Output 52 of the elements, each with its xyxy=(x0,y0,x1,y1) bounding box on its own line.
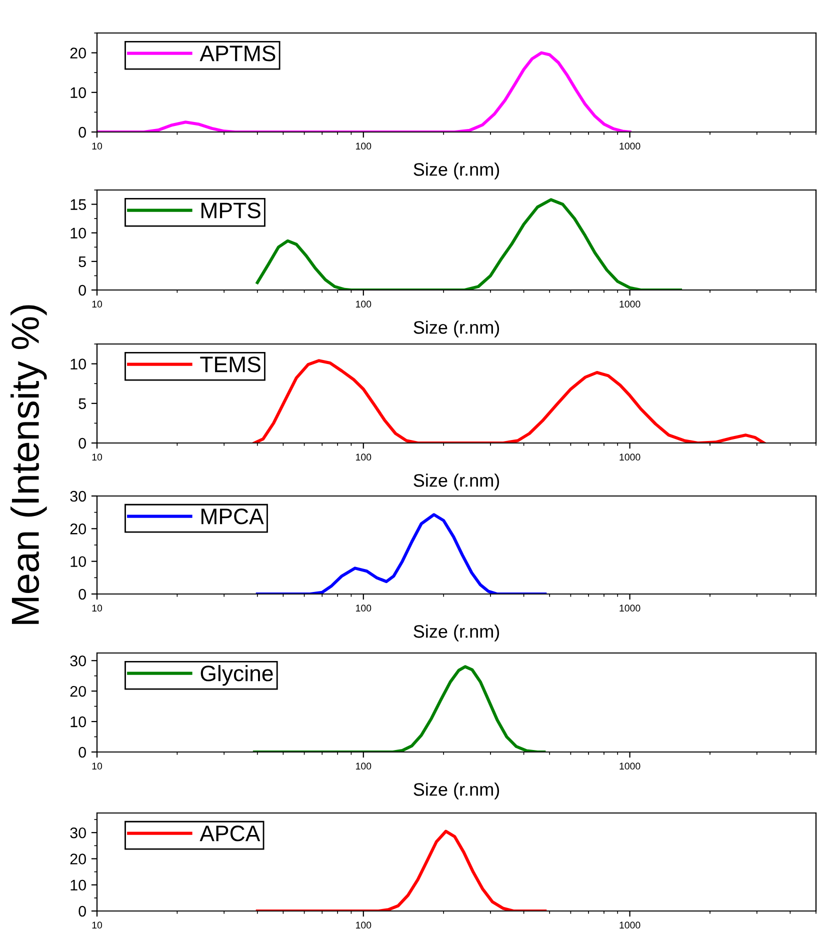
y-tick-label: 5 xyxy=(78,256,86,268)
legend-label: APTMS xyxy=(200,46,276,62)
x-tick-label: 10 xyxy=(92,454,102,461)
x-axis-title: Size (r.nm) xyxy=(414,474,500,490)
x-axis-title: Size (r.nm) xyxy=(414,162,500,180)
y-tick-label: 0 xyxy=(78,438,86,449)
y-tick-label: 0 xyxy=(78,588,86,600)
y-tick-label: 30 xyxy=(70,490,86,502)
y-tick-label: 0 xyxy=(78,126,86,138)
y-tick-label: 10 xyxy=(70,228,86,239)
y-tick-label: 20 xyxy=(70,48,86,58)
legend-label: TEMS xyxy=(200,356,260,372)
x-tick-label: 1000 xyxy=(620,454,640,461)
x-tick-label: 10 xyxy=(92,142,102,150)
x-tick-label: 1000 xyxy=(620,300,640,308)
x-tick-label: 100 xyxy=(356,300,372,308)
x-axis-title: Size (r.nm) xyxy=(414,624,500,642)
x-tick-label: 1000 xyxy=(620,762,640,770)
y-tick-label: 10 xyxy=(70,358,86,370)
y-tick-label: 20 xyxy=(70,854,86,864)
x-axis-title: Size (r.nm) xyxy=(414,320,500,338)
x-tick-label: 100 xyxy=(356,604,372,612)
y-tick-label: 5 xyxy=(78,398,86,410)
x-tick-label: 100 xyxy=(356,142,372,150)
y-tick-label: 10 xyxy=(70,716,86,728)
y-tick-label: 10 xyxy=(70,556,86,568)
x-tick-label: 1000 xyxy=(620,922,640,929)
y-axis-title: Mean (Intensity %) xyxy=(10,305,47,624)
x-tick-label: 100 xyxy=(356,454,372,461)
x-tick-label: 10 xyxy=(92,922,102,929)
x-tick-label: 1000 xyxy=(620,142,640,150)
x-tick-label: 10 xyxy=(92,604,102,612)
y-tick-label: 0 xyxy=(78,746,86,758)
y-tick-label: 10 xyxy=(70,880,86,891)
legend-label: MPCA xyxy=(202,508,264,524)
legend-label: Glycine xyxy=(200,664,273,686)
y-tick-label: 20 xyxy=(70,524,86,534)
x-axis-title: Size (r.nm) xyxy=(414,782,500,800)
x-tick-label: 1000 xyxy=(620,604,640,612)
x-tick-label: 10 xyxy=(92,300,102,308)
y-tick-label: 20 xyxy=(70,686,86,697)
legend-label: APCA xyxy=(200,826,260,842)
y-tick-label: 0 xyxy=(78,906,86,917)
legend-label: MPTS xyxy=(202,202,260,218)
y-tick-label: 15 xyxy=(70,199,86,210)
x-tick-label: 10 xyxy=(92,762,102,770)
y-tick-label: 30 xyxy=(70,827,86,838)
x-tick-label: 100 xyxy=(356,922,372,929)
x-tick-label: 100 xyxy=(356,762,372,770)
y-tick-label: 30 xyxy=(70,655,86,666)
y-tick-label: 10 xyxy=(70,87,86,98)
y-tick-label: 0 xyxy=(78,284,86,296)
